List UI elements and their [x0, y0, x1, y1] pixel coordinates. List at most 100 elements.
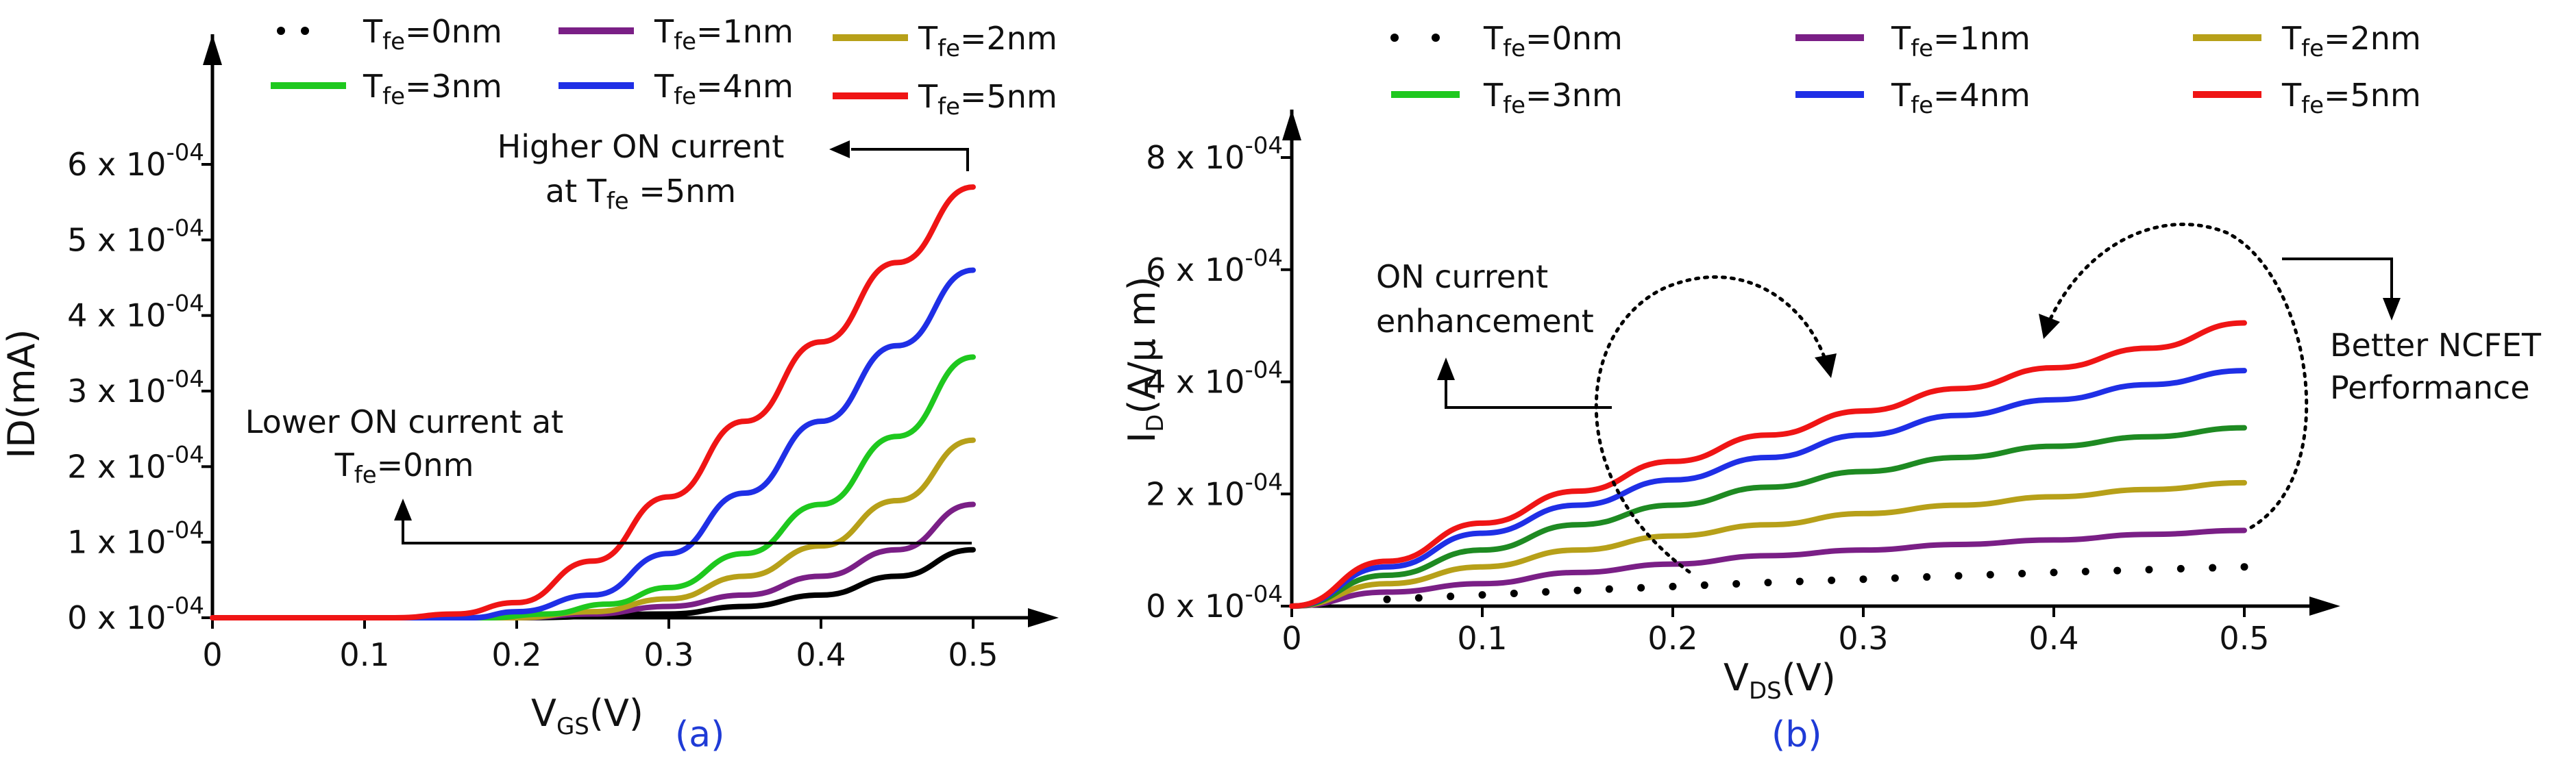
legend-entry: Tfe=3nm [271, 68, 502, 110]
chart-a-y-axis-label: ID(mA) [0, 329, 43, 458]
chart-a-panel-label: (a) [675, 714, 724, 755]
data-point [1923, 573, 1931, 581]
data-point [1700, 581, 1708, 589]
performance-arc-arrowhead [2039, 314, 2060, 339]
legend-entry: Tfe=0nm [1390, 20, 1623, 62]
legend-entry: Tfe=4nm [1795, 77, 2031, 119]
y-tick-label: 3 x 10-04 [67, 366, 204, 410]
chart-b-series [1289, 320, 2248, 609]
data-point [1986, 570, 1994, 579]
annotation-on-current: ON current [1376, 258, 1548, 295]
x-tick-label: 0.4 [2028, 620, 2078, 657]
series-line [1289, 479, 2247, 609]
series-line [210, 267, 976, 621]
x-tick-label: 0.3 [1838, 620, 1888, 657]
y-tick-label: 2 x 10-04 [67, 441, 204, 485]
annotation-enhancement: enhancement [1376, 303, 1594, 340]
series-line [1289, 320, 2247, 609]
chart-b-x-ticks: 0 0.1 0.2 0.3 0.4 0.5 [1281, 606, 2270, 657]
legend-label: Tfe=1nm [1891, 20, 2031, 62]
data-point [1669, 582, 1677, 590]
legend-entry: Tfe=5nm [2193, 77, 2421, 119]
x-tick-label: 0 [1281, 620, 1301, 657]
y-tick-label: 0 x 10-04 [67, 592, 204, 636]
annotation-higher-on-current: Higher ON current [498, 128, 785, 165]
legend-dot-swatch [277, 27, 285, 35]
chart-a: 0 x 10-04 1 x 10-04 2 x 10-04 3 x 10-04 4 x … [0, 13, 1059, 755]
legend-entry: Tfe=2nm [833, 20, 1057, 62]
data-point [1447, 592, 1455, 601]
legend-entry: Tfe=3nm [1391, 77, 1623, 119]
chart-b-x-axis-label: VDS(V) [1724, 656, 1836, 705]
chart-a-x-axis-label: VGS(V) [531, 692, 643, 740]
legend-entry: Tfe=0nm [277, 13, 502, 55]
annotation-tfe0: Tfe=0nm [334, 447, 474, 489]
data-point [2050, 568, 2058, 577]
chart-b-y-axis-arrowhead [1282, 110, 1301, 140]
data-point [2240, 563, 2248, 571]
data-point [1542, 588, 1550, 596]
y-tick-label: 0 x 10-04 [1146, 581, 1283, 625]
y-tick-label: 4 x 10-04 [67, 290, 204, 334]
data-point [1478, 591, 1486, 599]
data-point [1732, 580, 1741, 588]
chart-b: 0 x 10-04 2 x 10-04 4 x 10-04 6 x 10-04 8 x … [1120, 20, 2542, 755]
series-line [1289, 527, 2247, 609]
lower-on-current-pointer [402, 519, 972, 544]
on-current-pointer [1445, 377, 1612, 409]
data-point [2209, 564, 2217, 572]
y-tick-label: 4 x 10-04 [1146, 357, 1283, 401]
on-current-pointer-arrowhead [1437, 358, 1455, 380]
legend-entry: Tfe=2nm [2193, 20, 2421, 62]
data-point [2081, 568, 2089, 576]
y-tick-label: 8 x 10-04 [1146, 132, 1283, 176]
legend-dot-swatch [301, 27, 309, 35]
x-tick-label: 0.2 [491, 636, 541, 673]
annotation-lower-on-current: Lower ON current at [245, 403, 563, 440]
legend-label: Tfe=1nm [654, 13, 794, 55]
chart-a-series [210, 184, 976, 621]
chart-a-x-axis-arrowhead [1028, 608, 1059, 627]
annotation-performance: Performance [2330, 369, 2530, 406]
annotation-at-tfe5: at Tfe =5nm [545, 173, 736, 215]
data-point [1954, 572, 1963, 580]
lower-on-current-arrowhead [394, 499, 412, 521]
x-tick-label: 0.4 [796, 636, 846, 673]
chart-a-legend: Tfe=0nm Tfe=1nm Tfe=2nm Tfe=3nm Tfe=4nm … [271, 13, 1057, 121]
data-point [1828, 576, 1836, 584]
data-point [1795, 577, 1804, 586]
data-point [1510, 589, 1518, 597]
legend-entry: Tfe=1nm [559, 13, 794, 55]
data-point [2176, 564, 2185, 573]
on-current-dotted-arc [1594, 275, 1828, 574]
on-current-arc-arrowhead [1815, 353, 1837, 378]
y-tick-label: 6 x 10-04 [67, 139, 204, 183]
series-line [210, 354, 976, 621]
legend-entry: Tfe=1nm [1795, 20, 2031, 62]
legend-entry: Tfe=4nm [559, 68, 794, 110]
x-tick-label: 0.5 [2219, 620, 2269, 657]
legend-label: Tfe=3nm [363, 68, 502, 110]
data-point [1605, 585, 1613, 593]
series-line [1289, 425, 2247, 609]
data-point [2018, 570, 2026, 578]
legend-label: Tfe=2nm [918, 20, 1057, 62]
data-point [1637, 584, 1645, 592]
data-point [1383, 595, 1391, 603]
legend-label: Tfe=4nm [1891, 77, 2031, 119]
series-line [210, 184, 976, 621]
x-tick-label: 0.1 [1457, 620, 1507, 657]
y-tick-label: 6 x 10-04 [1146, 244, 1283, 288]
x-tick-label: 0.1 [339, 636, 389, 673]
legend-label: Tfe=4nm [654, 68, 794, 110]
higher-on-current-pointer [851, 148, 969, 171]
legend-label: Tfe=5nm [918, 78, 1057, 121]
performance-pointer-arrowhead [2383, 298, 2401, 321]
y-tick-label: 1 x 10-04 [67, 517, 204, 561]
legend-dot-swatch [1390, 34, 1399, 42]
legend-label: Tfe=0nm [363, 13, 502, 55]
chart-a-y-ticks: 0 x 10-04 1 x 10-04 2 x 10-04 3 x 10-04 4 x … [67, 139, 212, 636]
series-line [1289, 368, 2247, 609]
performance-pointer [2282, 258, 2393, 300]
